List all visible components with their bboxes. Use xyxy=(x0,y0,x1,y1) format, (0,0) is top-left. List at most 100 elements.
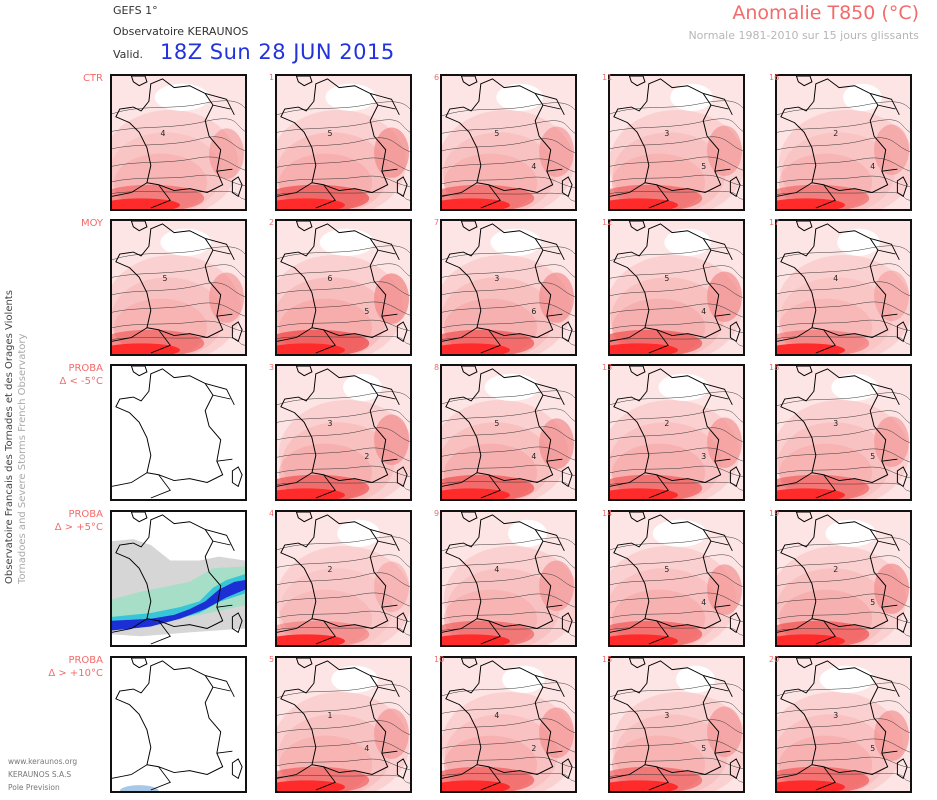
member-number: 7 xyxy=(434,218,440,227)
anomaly-isoline xyxy=(777,593,910,608)
france-coastline xyxy=(280,78,389,194)
map-svg: 54 xyxy=(610,221,743,354)
anomaly-isoline xyxy=(277,610,410,622)
uk-coastline xyxy=(460,658,478,669)
row-label-line: MOY xyxy=(80,218,103,229)
corsica-coastline xyxy=(729,758,741,780)
anomaly-isoline xyxy=(277,137,410,152)
anomaly-isoline xyxy=(777,537,910,552)
anomaly-isoline xyxy=(442,682,575,697)
anomaly-isoline xyxy=(610,427,743,442)
anomaly-isoline xyxy=(277,157,410,172)
anomaly-isoline xyxy=(610,739,743,754)
side-text-fr: Observatoire Francais des Tornades et de… xyxy=(4,290,15,584)
contour-label: 3 xyxy=(664,711,669,720)
anomaly-isoline xyxy=(442,282,575,297)
member-map-panel[interactable]: 2 xyxy=(275,510,412,647)
anomaly-isoline xyxy=(610,321,743,333)
anomaly-contour-fill xyxy=(610,634,678,645)
member-map-panel[interactable]: 4 xyxy=(775,219,912,356)
summary-map-panel[interactable]: 4 xyxy=(110,74,247,211)
anomaly-isoline xyxy=(277,447,410,462)
proba-background xyxy=(112,658,245,791)
anomaly-isoline xyxy=(777,573,910,588)
uk-coastline xyxy=(295,221,313,232)
anomaly-contour-fill xyxy=(707,564,743,615)
france-coastline xyxy=(780,78,889,194)
member-map-panel[interactable]: 5 xyxy=(275,74,412,211)
map-svg xyxy=(112,366,245,499)
contour-label: 6 xyxy=(327,274,332,283)
map-svg: 24 xyxy=(777,76,910,209)
corsica-coastline xyxy=(729,321,741,343)
footer-site[interactable]: www.keraunos.org xyxy=(8,757,78,766)
anomaly-isoline xyxy=(610,773,743,783)
country-borders xyxy=(777,383,900,499)
anomaly-isoline xyxy=(277,191,410,201)
uk-coastline xyxy=(295,76,313,87)
valid-time: 18Z Sun 28 JUN 2015 xyxy=(160,40,395,64)
contour-label: 5 xyxy=(494,419,499,428)
uk-coastline xyxy=(130,76,148,87)
anomaly-zero-area xyxy=(154,83,210,111)
anomaly-isoline xyxy=(112,246,245,261)
contour-label: 4 xyxy=(531,452,536,461)
anomaly-isoline xyxy=(277,175,410,187)
summary-map-panel[interactable] xyxy=(110,510,247,647)
summary-map-panel[interactable] xyxy=(110,364,247,501)
corsica-coastline xyxy=(561,466,573,488)
contour-label: 5 xyxy=(162,274,167,283)
member-number: 17 xyxy=(769,218,780,227)
member-map-panel[interactable]: 4 xyxy=(440,510,577,647)
map-svg: 5 xyxy=(112,221,245,354)
france-coastline xyxy=(115,368,224,484)
summary-map-panel[interactable]: 5 xyxy=(110,219,247,356)
member-number: 16 xyxy=(769,73,780,82)
map-svg: 35 xyxy=(777,366,910,499)
corsica-coastline xyxy=(896,321,908,343)
anomaly-contour-fill xyxy=(707,706,743,758)
summary-map-panel[interactable] xyxy=(110,656,247,793)
anomaly-zero-area xyxy=(496,83,543,111)
anomaly-isoline xyxy=(610,247,743,262)
row-label-line: Δ > +10°C xyxy=(48,668,103,679)
contour-label: 3 xyxy=(327,419,332,428)
corsica-coastline xyxy=(396,466,408,488)
uk-coastline xyxy=(628,512,646,523)
anomaly-contour-fill xyxy=(442,488,510,499)
anomaly-isoline xyxy=(442,464,575,476)
contour-label: 3 xyxy=(701,452,706,461)
anomaly-isoline xyxy=(277,427,410,442)
anomaly-contour-fill xyxy=(610,780,678,791)
contour-label: 5 xyxy=(664,274,669,283)
anomaly-isoline xyxy=(777,137,910,152)
anomaly-isoline xyxy=(442,320,575,332)
map-svg: 35 xyxy=(610,658,743,791)
chart-subtitle: Normale 1981-2010 sur 15 jours glissants xyxy=(688,29,919,42)
anomaly-isoline xyxy=(442,176,575,188)
country-borders xyxy=(277,93,400,209)
anomaly-isoline xyxy=(277,409,410,423)
contour-label: 3 xyxy=(494,274,499,283)
footer-dept: Pole Prevision xyxy=(8,783,60,792)
anomaly-isoline xyxy=(277,319,410,331)
country-borders xyxy=(442,238,565,354)
corsica-coastline xyxy=(896,176,908,198)
anomaly-zero-area xyxy=(676,665,715,693)
